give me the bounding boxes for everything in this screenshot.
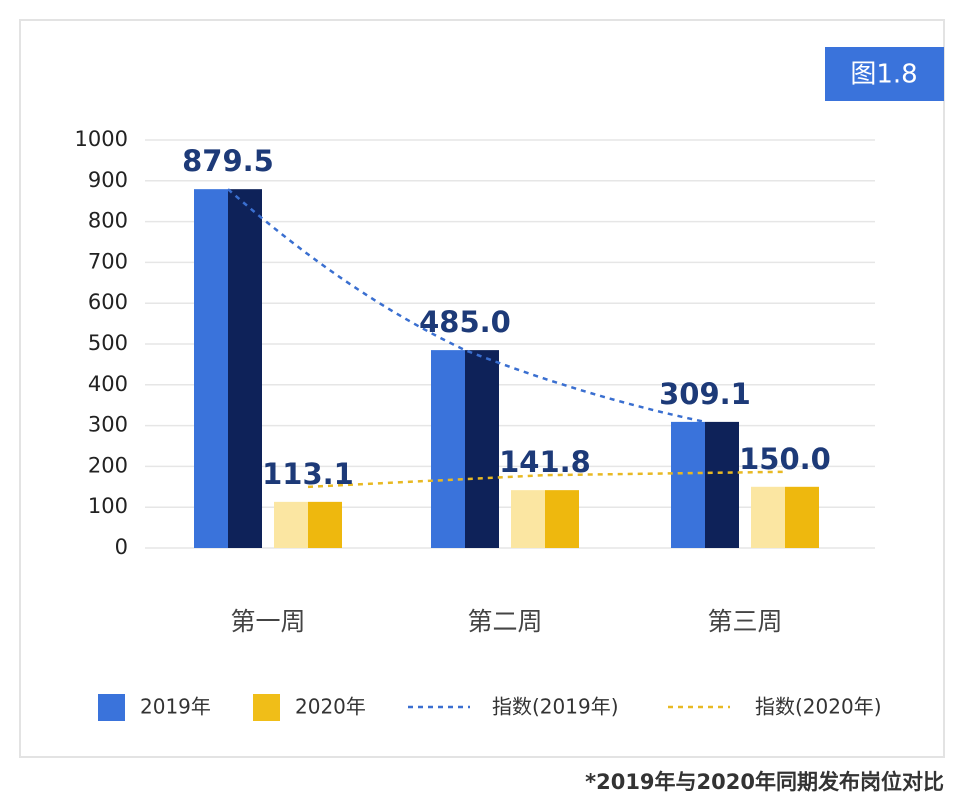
trend-line [227, 188, 706, 424]
legend-label: 2020年 [295, 695, 366, 719]
y-tick-label: 700 [88, 249, 128, 273]
y-tick-label: 100 [88, 494, 128, 518]
bar [671, 421, 739, 548]
y-tick-label: 200 [88, 453, 128, 477]
value-label: 150.0 [739, 442, 831, 476]
bar [751, 486, 819, 548]
value-label: 309.1 [659, 377, 751, 411]
value-label: 879.5 [182, 144, 274, 178]
y-tick-label: 0 [115, 535, 128, 559]
y-tick-label: 400 [88, 372, 128, 396]
bar [511, 490, 579, 548]
legend-label: 指数(2020年) [755, 695, 882, 719]
badge-text: 图1.8 [850, 60, 917, 90]
y-tick-label: 800 [88, 209, 128, 233]
badge [825, 47, 944, 101]
x-tick-label: 第二周 [467, 607, 542, 636]
y-tick-label: 900 [88, 168, 128, 192]
value-label: 141.8 [499, 445, 591, 479]
legend-label: 指数(2019年) [492, 695, 619, 719]
value-label: 485.0 [419, 305, 511, 339]
footnote: *2019年与2020年同期发布岗位对比 [585, 770, 944, 794]
trend-line [307, 470, 786, 489]
y-tick-label: 1000 [75, 127, 128, 151]
y-tick-label: 500 [88, 331, 128, 355]
x-tick-label: 第三周 [707, 607, 782, 636]
legend-swatch [98, 694, 125, 721]
bar [431, 350, 499, 548]
legend-label: 2019年 [140, 695, 211, 719]
x-tick-label: 第一周 [230, 607, 305, 636]
bar [194, 189, 262, 548]
y-tick-label: 300 [88, 413, 128, 437]
legend-swatch [253, 694, 280, 721]
bar [274, 501, 342, 548]
value-label: 113.1 [262, 457, 354, 491]
y-tick-label: 600 [88, 290, 128, 314]
